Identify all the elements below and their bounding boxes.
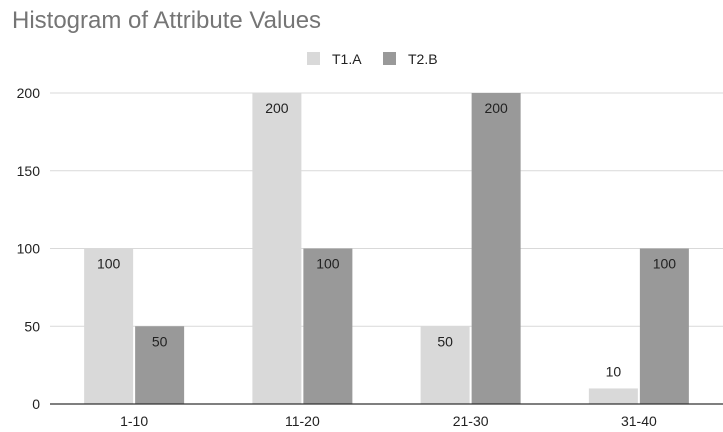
data-label: 50 — [437, 333, 453, 349]
bars — [84, 93, 689, 404]
data-label: 10 — [606, 363, 622, 379]
data-labels: 100 50 200 100 50 200 10 100 — [97, 100, 676, 379]
bar-t2-b-21-30 — [471, 93, 521, 404]
chart-title: Histogram of Attribute Values — [12, 7, 321, 34]
legend-label: T1.A — [332, 51, 362, 67]
legend-label: T2.B — [408, 51, 438, 67]
bar-t1-a-21-30 — [420, 326, 470, 404]
bar-t2-b-31-40 — [639, 248, 689, 404]
data-label: 100 — [653, 256, 677, 272]
gridlines — [50, 92, 723, 327]
bar-t1-a-11-20 — [252, 93, 302, 404]
y-tick-label: 100 — [17, 241, 41, 257]
y-tick-label: 0 — [32, 396, 40, 412]
legend-swatch — [383, 52, 396, 65]
x-tick-label: 31-40 — [621, 413, 657, 429]
bar-t1-a-31-40 — [588, 388, 638, 404]
bar-t2-b-11-20 — [303, 248, 353, 404]
y-tick-label: 200 — [17, 85, 41, 101]
x-axis: 1-10 11-20 21-30 31-40 — [120, 413, 657, 429]
data-label: 200 — [484, 100, 508, 116]
x-tick-label: 21-30 — [453, 413, 489, 429]
x-tick-label: 1-10 — [120, 413, 148, 429]
data-label: 100 — [97, 256, 121, 272]
legend-swatch — [307, 52, 320, 65]
y-axis: 0 50 100 150 200 — [17, 85, 41, 412]
data-label: 200 — [265, 100, 289, 116]
y-tick-label: 50 — [24, 318, 40, 334]
bar-t1-a-1-10 — [84, 248, 134, 404]
data-label: 50 — [152, 333, 168, 349]
data-label: 100 — [316, 256, 340, 272]
x-tick-label: 11-20 — [285, 413, 320, 429]
y-tick-label: 150 — [17, 163, 41, 179]
legend: T1.A T2.B — [307, 51, 438, 67]
bar-t2-b-1-10 — [135, 326, 185, 404]
